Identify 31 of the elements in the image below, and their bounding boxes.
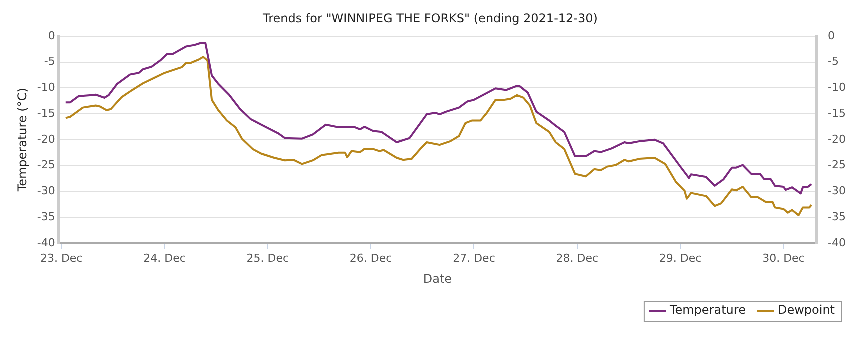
y-tick-label: -5 (44, 55, 56, 68)
x-tick-label: 30. Dec (762, 252, 805, 265)
y2-tick-label: -40 (828, 236, 846, 250)
y-tick-label: 0 (48, 29, 56, 42)
y-tick-label: -10 (37, 81, 56, 94)
y2-tick-label: -20 (828, 132, 846, 146)
y2-tick-label: -35 (828, 210, 846, 224)
y-tick-label: -20 (37, 132, 56, 146)
x-tick-label: 26. Dec (350, 252, 392, 265)
y-tick-label: -25 (37, 158, 56, 172)
y2-tick-label: -15 (828, 106, 846, 120)
y2-tick-label: -10 (828, 81, 846, 94)
x-tick-label: 25. Dec (246, 252, 290, 265)
y2-tick-label: -25 (828, 158, 846, 172)
y2-tick-label: -30 (828, 184, 846, 198)
x-axis-title: Date (423, 272, 452, 286)
x-tick-label: 27. Dec (453, 252, 496, 265)
y2-tick-label: 0 (828, 29, 836, 42)
y-tick-label: -30 (37, 184, 56, 198)
y-axis-title: Temperature (°C) (15, 88, 30, 193)
y-tick-label: -40 (37, 236, 56, 250)
y-tick-label: -15 (37, 106, 56, 120)
y-tick-label: -35 (37, 210, 56, 224)
legend-label: Dewpoint (778, 303, 836, 318)
x-tick-label: 24. Dec (144, 252, 186, 265)
x-tick-label: 28. Dec (556, 252, 599, 265)
chart-title: Trends for "WINNIPEG THE FORKS" (ending 2021-12-30) (262, 11, 598, 26)
legend-label: Temperature (668, 303, 746, 318)
x-tick-label: 29. Dec (659, 252, 702, 265)
y2-tick-label: -5 (828, 55, 840, 68)
x-tick-label: 23. Dec (40, 252, 83, 265)
